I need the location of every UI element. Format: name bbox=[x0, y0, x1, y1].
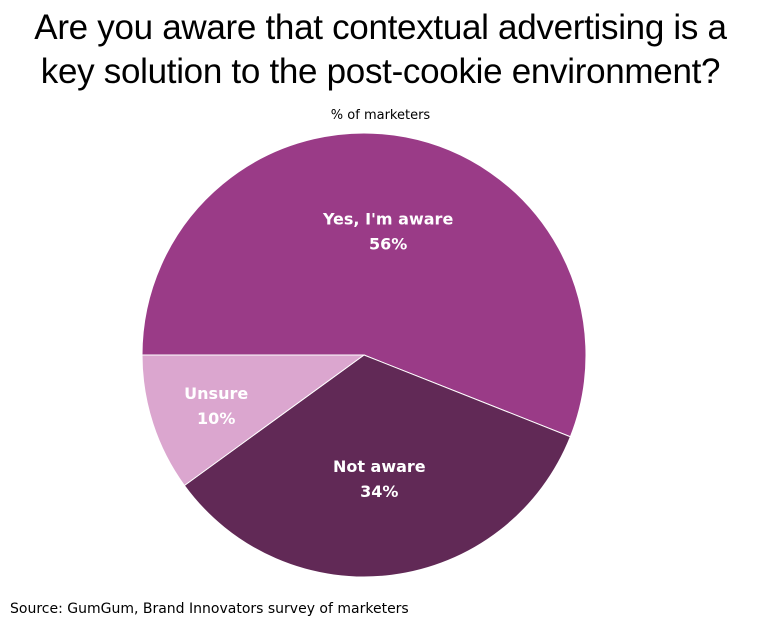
chart-title-line-2: key solution to the post-cookie environm… bbox=[40, 52, 721, 91]
pie-slice-yes-i-m-aware bbox=[141, 132, 587, 438]
slice-value-label: 56% bbox=[369, 235, 407, 254]
source-note: Source: GumGum, Brand Innovators survey … bbox=[10, 601, 409, 617]
slice-value-label: 34% bbox=[360, 482, 398, 501]
pie-slice-unsure bbox=[141, 354, 366, 487]
pie-slice-not-aware bbox=[183, 354, 572, 578]
slice-label: Unsure bbox=[184, 384, 248, 403]
slice-label: Yes, I'm aware bbox=[322, 210, 454, 229]
chart-title: Are you aware that contextual advertisin… bbox=[0, 6, 761, 94]
chart-title-line-1: Are you aware that contextual advertisin… bbox=[34, 8, 727, 47]
chart-subtitle: % of marketers bbox=[330, 108, 431, 123]
slice-label: Not aware bbox=[333, 457, 426, 476]
slice-value-label: 10% bbox=[197, 409, 235, 428]
